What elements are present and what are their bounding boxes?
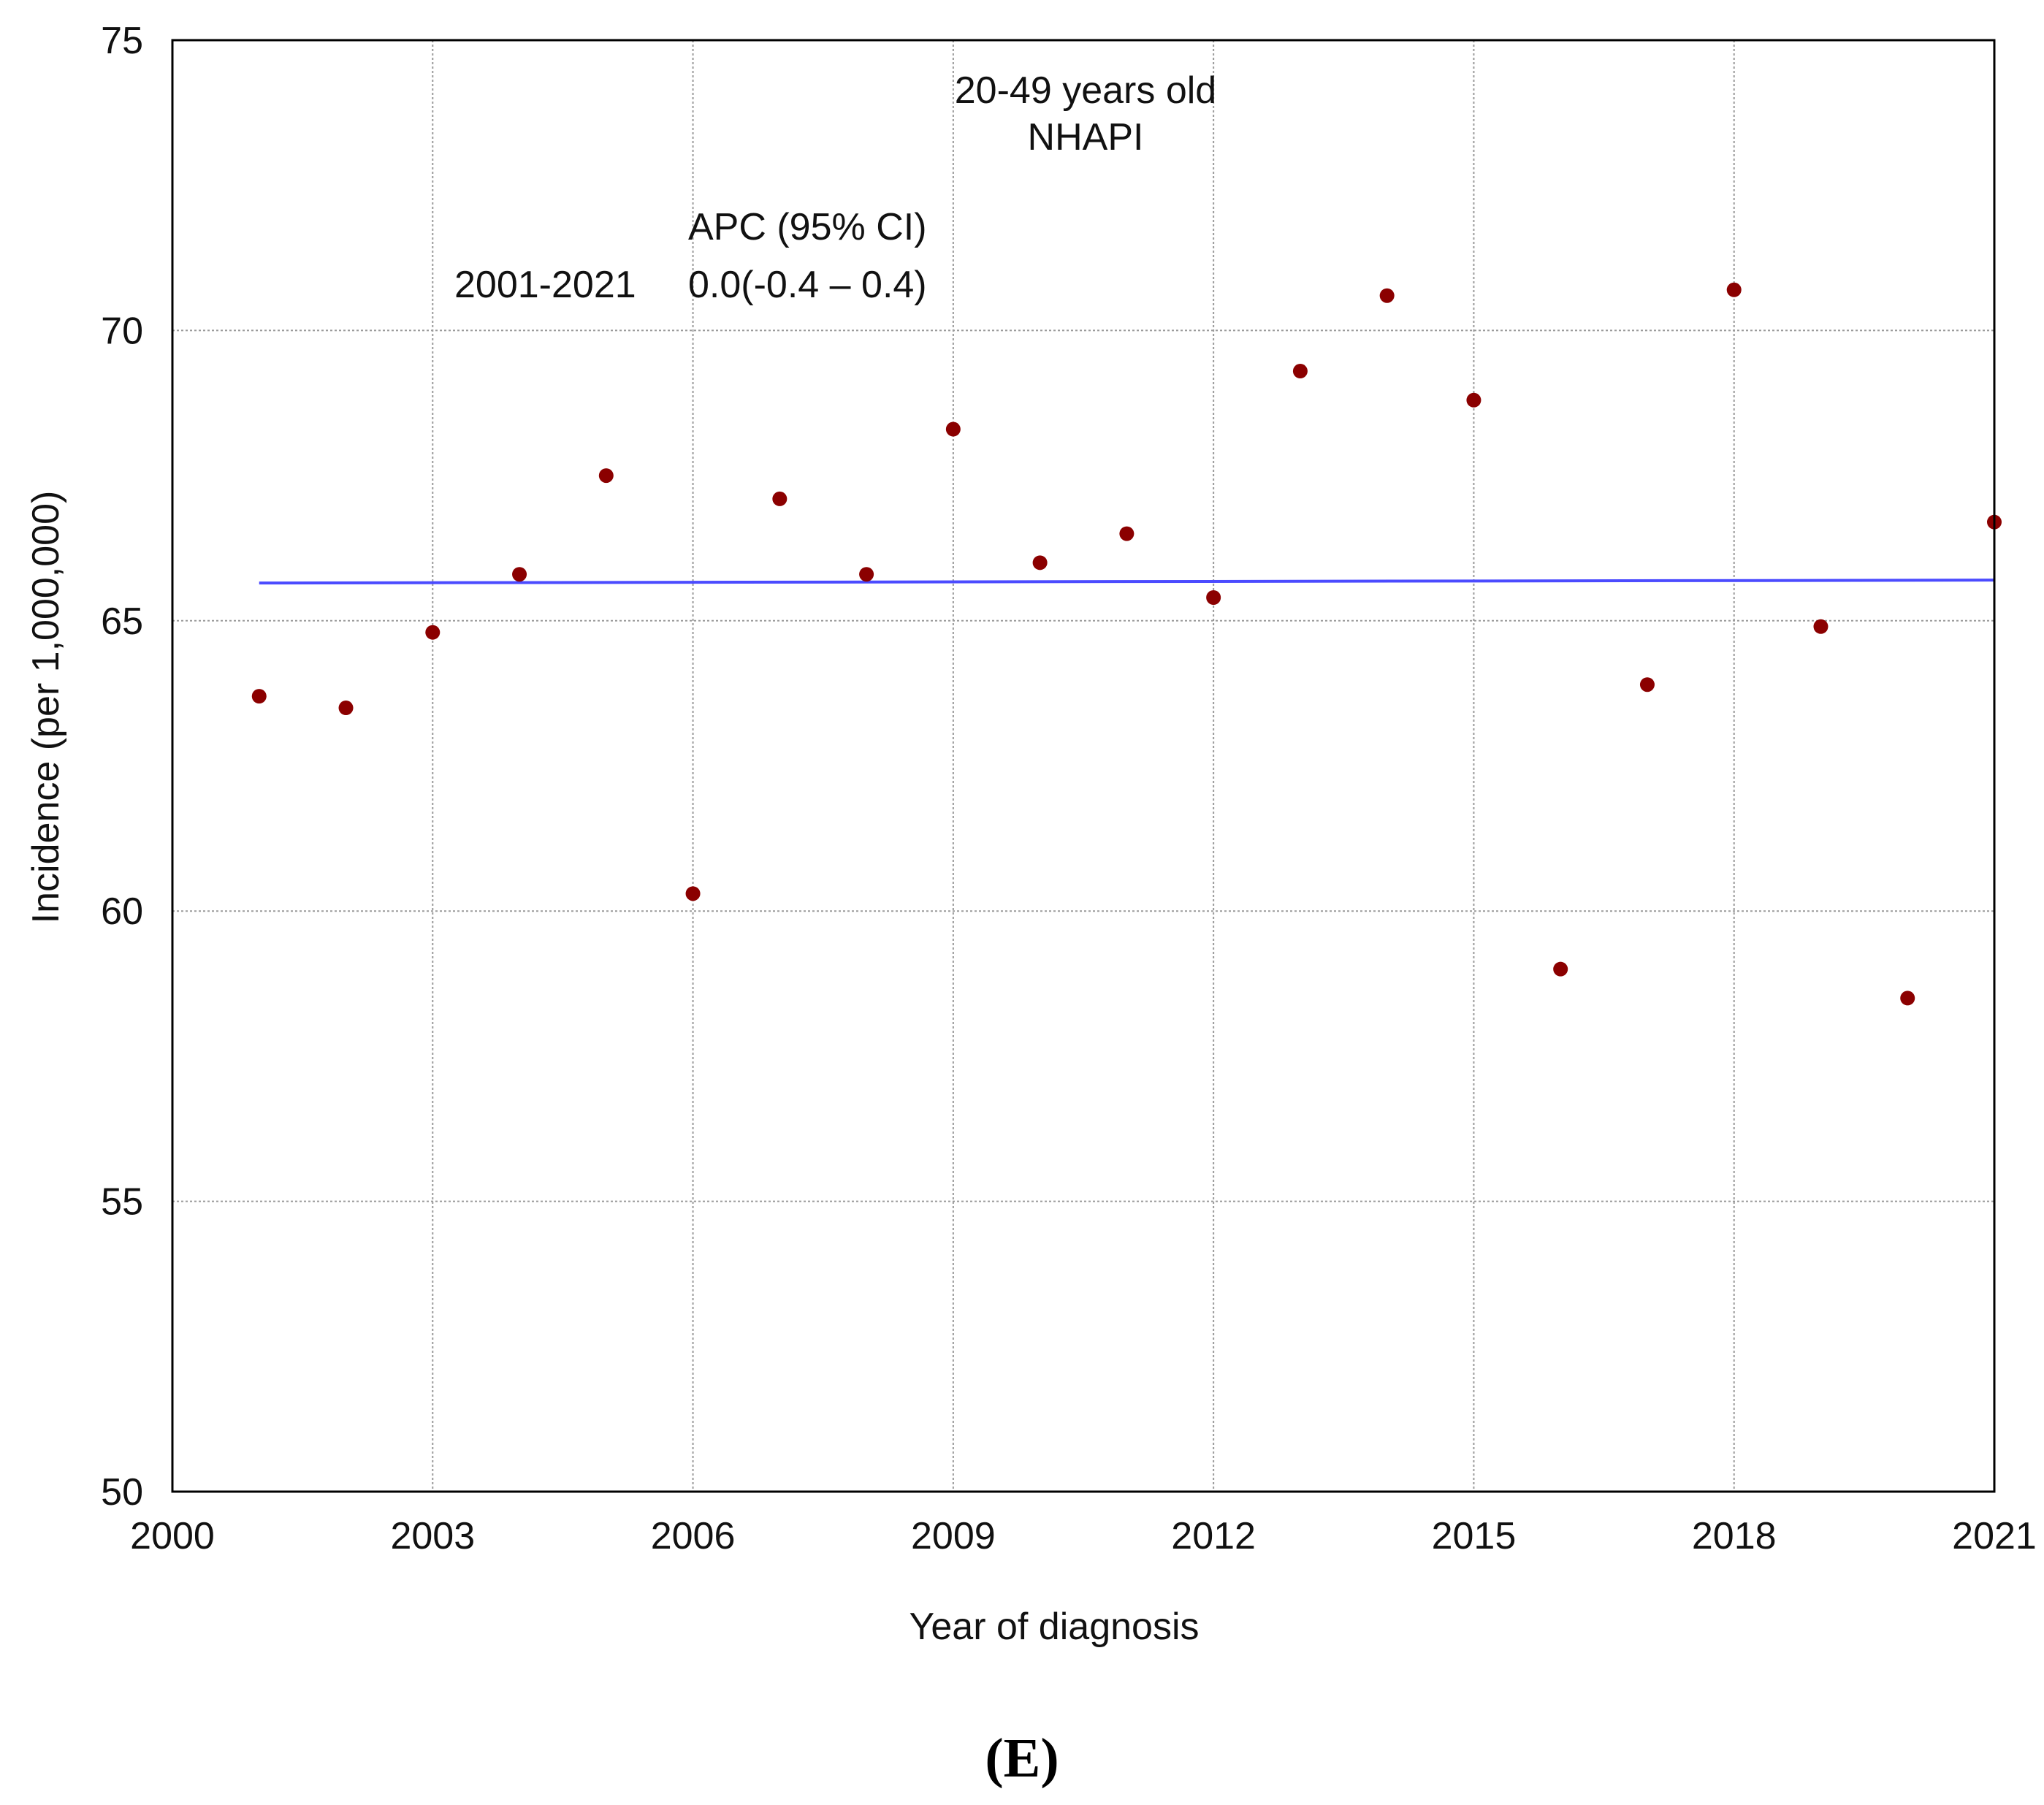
x-tick-label: 2000 <box>130 1515 215 1557</box>
x-tick-label: 2012 <box>1171 1515 1256 1557</box>
data-point <box>1900 991 1915 1006</box>
fitted-trend-line <box>259 579 1995 585</box>
y-axis-ticks: 50 55 60 65 70 75 <box>101 20 143 1514</box>
x-tick-label: 2003 <box>390 1515 475 1557</box>
apc-period: 2001-2021 <box>454 264 636 306</box>
data-points <box>251 282 2002 1006</box>
y-tick-label: 60 <box>101 890 143 933</box>
data-point <box>685 886 701 901</box>
data-point <box>1639 677 1655 692</box>
data-point <box>1813 619 1828 634</box>
x-tick-label: 2021 <box>1952 1515 2037 1557</box>
data-point <box>772 491 788 506</box>
data-point <box>1466 392 1481 408</box>
chart-title-line-2: NHAPI <box>1028 116 1144 159</box>
chart-title-line-1: 20-49 years old <box>955 69 1216 112</box>
grid-lines <box>172 39 1995 1492</box>
data-point <box>945 421 961 437</box>
data-point <box>512 567 527 582</box>
x-tick-label: 2009 <box>911 1515 996 1557</box>
fitted-trend-layer <box>259 579 1995 585</box>
data-point <box>1379 288 1395 303</box>
y-tick-label: 75 <box>101 20 143 62</box>
y-axis-title: Incidence (per 1,000,000) <box>25 491 67 924</box>
data-point <box>1206 590 1221 606</box>
y-tick-label: 70 <box>101 310 143 352</box>
x-tick-label: 2018 <box>1692 1515 1777 1557</box>
panel-label: (E) <box>985 1728 1059 1789</box>
data-point <box>251 689 267 704</box>
data-point <box>1032 555 1048 570</box>
data-point <box>425 625 441 640</box>
apc-header: APC (95% CI) <box>688 206 927 248</box>
x-tick-label: 2006 <box>651 1515 736 1557</box>
data-point <box>1726 282 1742 297</box>
data-point <box>338 701 354 716</box>
data-point <box>598 468 614 484</box>
data-point <box>1553 961 1568 977</box>
y-tick-label: 55 <box>101 1181 143 1224</box>
y-tick-label: 50 <box>101 1471 143 1514</box>
x-tick-label: 2015 <box>1432 1515 1517 1557</box>
data-point <box>859 567 874 582</box>
plot-frame <box>171 39 1996 1493</box>
x-axis-ticks: 2000 2003 2006 2009 2012 2015 2018 2021 <box>130 1515 2037 1557</box>
data-point <box>1292 364 1308 379</box>
apc-value: 0.0(-0.4 – 0.4) <box>688 264 927 306</box>
x-axis-title: Year of diagnosis <box>909 1606 1199 1648</box>
y-tick-label: 65 <box>101 600 143 643</box>
data-point <box>1119 526 1135 541</box>
